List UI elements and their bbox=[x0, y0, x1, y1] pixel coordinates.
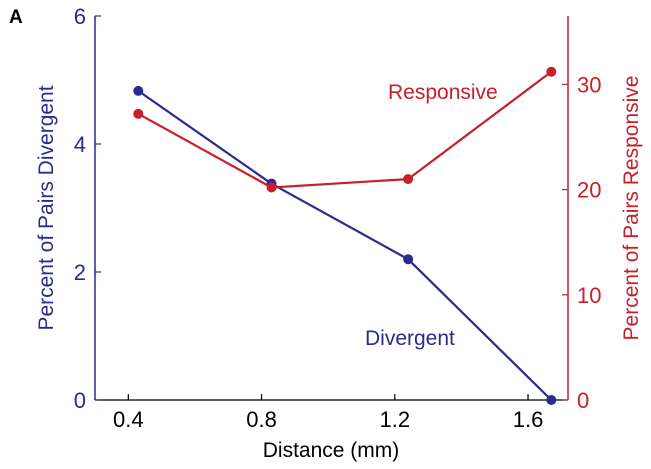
right-tick-label: 0 bbox=[577, 388, 589, 413]
series-group bbox=[133, 66, 557, 405]
x-axis-title: Distance (mm) bbox=[263, 439, 400, 462]
divergent-data-point bbox=[403, 254, 414, 265]
right-tick-label: 10 bbox=[577, 283, 601, 308]
x-axis-ticks: 0.4 0.8 1.2 1.6 bbox=[113, 394, 543, 432]
left-axis-ticks: 0 2 4 6 bbox=[74, 4, 101, 413]
x-tick-label: 0.8 bbox=[246, 407, 277, 432]
plot-frame bbox=[94, 16, 569, 401]
responsive-series-line bbox=[137, 70, 552, 189]
divergent-series-line bbox=[137, 89, 553, 401]
panel-label: A bbox=[9, 7, 23, 28]
x-tick-label: 1.2 bbox=[379, 407, 410, 432]
responsive-data-point bbox=[133, 108, 144, 119]
x-tick-label: 1.6 bbox=[513, 407, 544, 432]
annotation-responsive: Responsive bbox=[388, 81, 498, 104]
x-tick-label: 0.4 bbox=[113, 407, 144, 432]
right-tick-label: 20 bbox=[577, 178, 601, 203]
left-tick-label: 2 bbox=[74, 260, 86, 285]
left-axis-title: Percent of Pairs Divergent bbox=[35, 85, 58, 330]
left-tick-label: 4 bbox=[74, 132, 86, 157]
annotation-divergent: Divergent bbox=[365, 327, 455, 350]
responsive-data-point bbox=[546, 66, 557, 77]
left-tick-label: 0 bbox=[74, 388, 86, 413]
responsive-data-point bbox=[403, 174, 414, 185]
right-tick-label: 30 bbox=[577, 72, 601, 97]
divergent-data-point bbox=[133, 85, 144, 96]
right-axis-title: Percent of Pairs Responsive bbox=[620, 76, 643, 341]
divergent-data-point bbox=[546, 395, 557, 405]
responsive-data-point bbox=[266, 182, 277, 193]
left-tick-label: 6 bbox=[74, 4, 86, 29]
right-axis-ticks: 0 10 20 30 bbox=[562, 72, 601, 413]
